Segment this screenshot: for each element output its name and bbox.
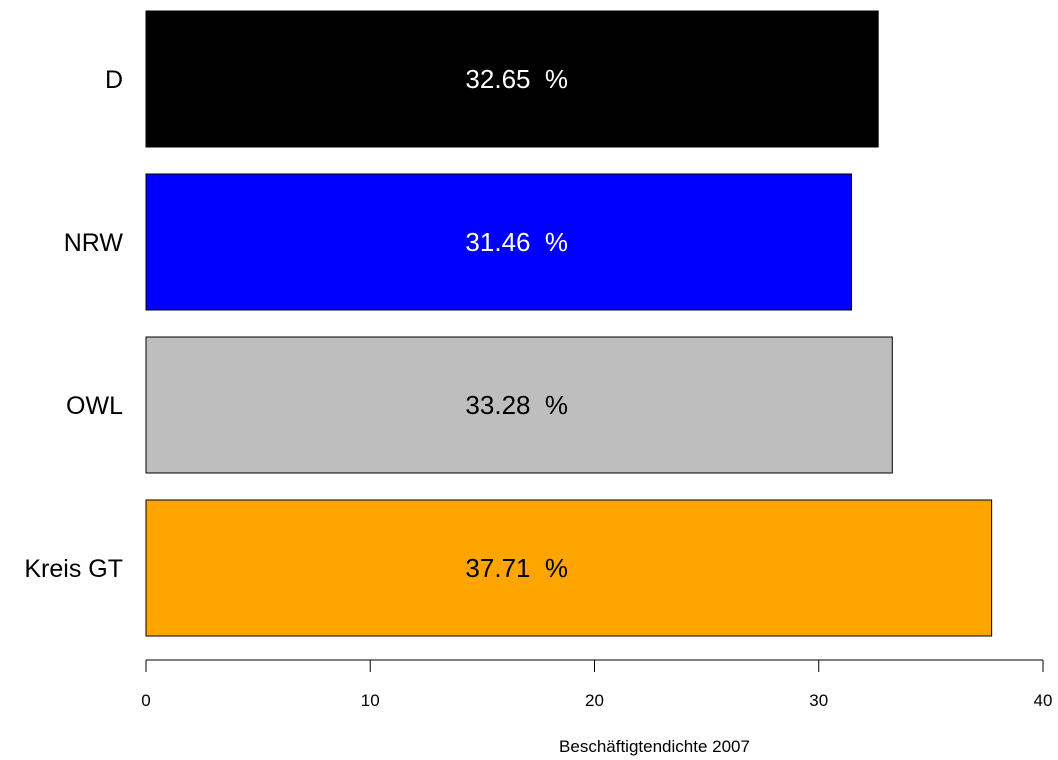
- bar-kreis-gt: [145, 499, 993, 637]
- bar-value-label: 37.71 %: [465, 553, 568, 583]
- x-tick-label: 20: [585, 691, 604, 710]
- bar-nrw: [145, 173, 852, 311]
- x-tick-label: 40: [1034, 691, 1053, 710]
- bar-value-label: 33.28 %: [465, 390, 568, 420]
- bar-owl: [145, 336, 893, 474]
- category-label: Kreis GT: [24, 555, 123, 583]
- bars-group: 32.65 % 31.46 % 33.28 % 37.71 %: [145, 10, 993, 637]
- bar-value-label: 32.65 %: [465, 64, 568, 94]
- category-label: D: [105, 66, 123, 94]
- x-tick-label: 10: [361, 691, 380, 710]
- x-axis-title: Beschäftigtendichte 2007: [559, 737, 750, 756]
- x-tick-label: 30: [809, 691, 828, 710]
- category-label: OWL: [66, 392, 123, 420]
- bar-value-label: 31.46 %: [465, 227, 568, 257]
- category-labels-group: D NRW OWL Kreis GT: [24, 66, 123, 583]
- x-tick-label: 0: [141, 691, 150, 710]
- category-label: NRW: [64, 229, 124, 257]
- bar-d: [145, 10, 879, 148]
- x-axis: 0 10 20 30 40: [141, 659, 1053, 710]
